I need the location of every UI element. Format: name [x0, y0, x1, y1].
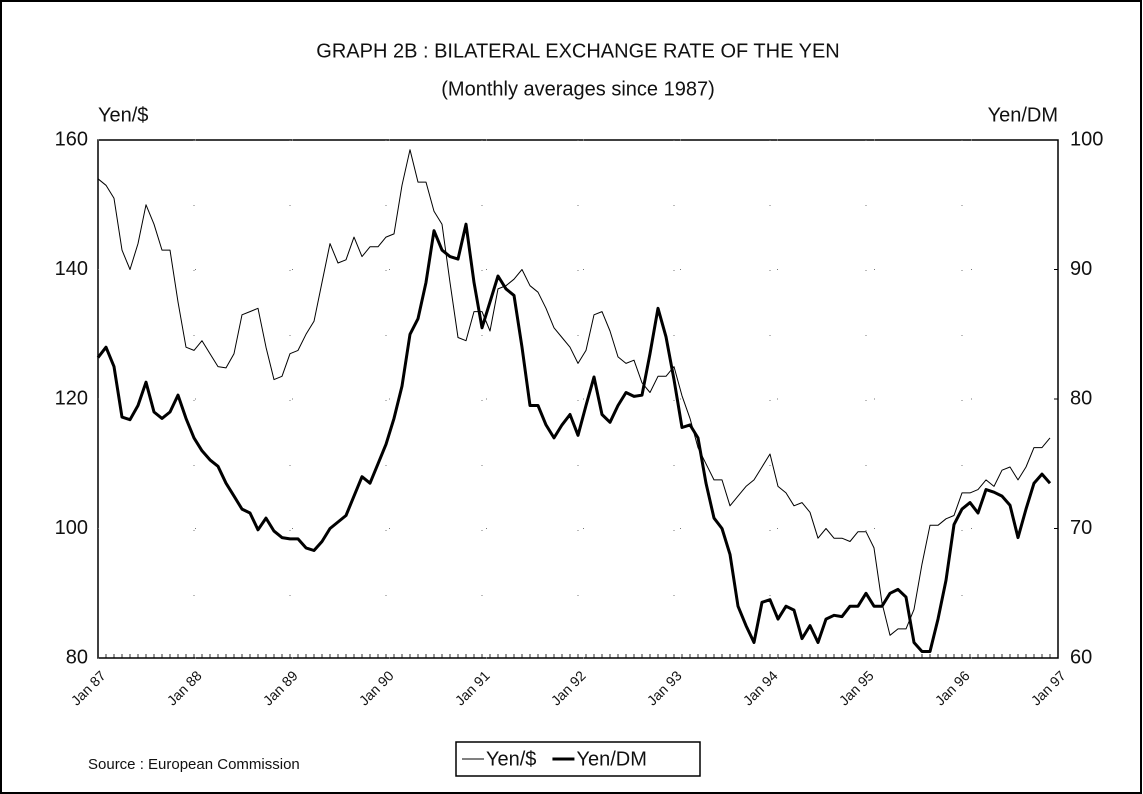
x-tick-label: Jan 94: [740, 667, 781, 708]
y-tick-label: 140: [55, 258, 88, 280]
x-tick-label: Jan 93: [644, 667, 685, 708]
y2-tick-label: 80: [1070, 387, 1092, 409]
chart-title: GRAPH 2B : BILATERAL EXCHANGE RATE OF TH…: [316, 40, 839, 62]
y-tick-label: 100: [55, 517, 88, 539]
x-tick-label: Jan 90: [356, 667, 397, 708]
x-tick-label: Jan 88: [164, 667, 205, 708]
x-tick-label: Jan 87: [68, 667, 109, 708]
plot-area: [97, 139, 1059, 659]
y-tick-label: 160: [55, 128, 88, 150]
x-tick-label: Jan 97: [1028, 667, 1069, 708]
y-tick-label: 120: [55, 387, 88, 409]
legend-label: Yen/$: [486, 748, 536, 770]
chart-subtitle: (Monthly averages since 1987): [441, 78, 714, 100]
x-tick-label: Jan 96: [932, 667, 973, 708]
legend-box: [455, 741, 701, 777]
y-axis-label: Yen/$: [98, 104, 148, 126]
x-tick-label: Jan 95: [836, 667, 877, 708]
y2-tick-label: 100: [1070, 128, 1103, 150]
series-line: [96, 222, 1052, 653]
x-tick-label: Jan 91: [452, 667, 493, 708]
x-tick-label: Jan 89: [260, 667, 301, 708]
series-line: [97, 149, 1051, 636]
y2-tick-label: 90: [1070, 258, 1092, 280]
y-tick-label: 80: [66, 646, 88, 668]
x-tick-label: Jan 92: [548, 667, 589, 708]
source-note: Source : European Commission: [88, 756, 300, 773]
y2-tick-label: 60: [1070, 646, 1092, 668]
y2-axis-label: Yen/DM: [988, 104, 1058, 126]
y2-tick-label: 70: [1070, 517, 1092, 539]
legend-label: Yen/DM: [576, 748, 646, 770]
